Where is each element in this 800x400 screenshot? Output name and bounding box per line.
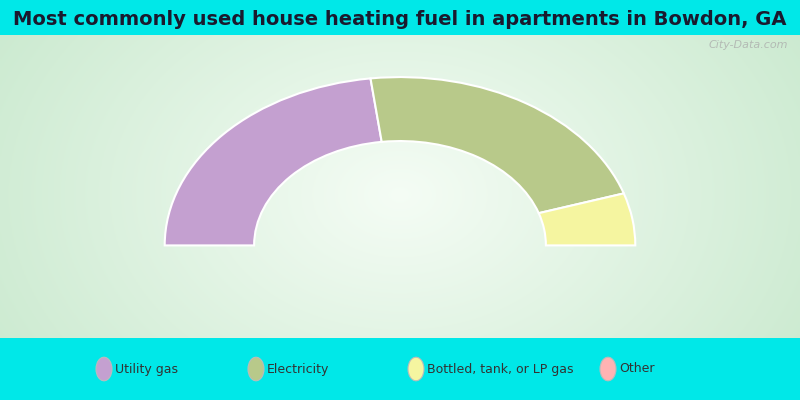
Ellipse shape	[408, 357, 424, 381]
Text: City-Data.com: City-Data.com	[709, 40, 788, 50]
Text: Electricity: Electricity	[267, 362, 330, 376]
Wedge shape	[538, 193, 635, 246]
Wedge shape	[370, 77, 624, 213]
Text: Most commonly used house heating fuel in apartments in Bowdon, GA: Most commonly used house heating fuel in…	[14, 10, 786, 29]
Ellipse shape	[96, 357, 112, 381]
Ellipse shape	[600, 357, 616, 381]
Ellipse shape	[248, 357, 264, 381]
Wedge shape	[165, 78, 382, 246]
Text: Bottled, tank, or LP gas: Bottled, tank, or LP gas	[427, 362, 574, 376]
Text: Utility gas: Utility gas	[115, 362, 178, 376]
Text: Other: Other	[619, 362, 654, 376]
